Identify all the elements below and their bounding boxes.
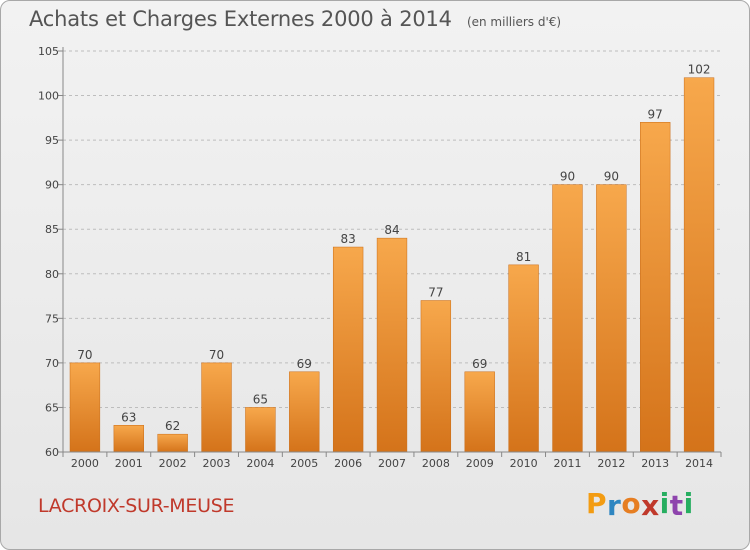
chart-title: Achats et Charges Externes 2000 à 2014 <box>29 7 452 31</box>
data-label: 102 <box>688 63 711 77</box>
bar-2003 <box>201 362 232 453</box>
y-tick-label: 80 <box>45 268 59 281</box>
bar-2006 <box>332 246 364 453</box>
data-label: 90 <box>604 170 619 184</box>
proxiti-logo: Proxiti <box>586 487 694 522</box>
x-tick-label: 2013 <box>641 457 669 470</box>
data-label: 63 <box>121 410 136 424</box>
x-tick-label: 2009 <box>466 457 494 470</box>
x-tick-label: 2014 <box>685 457 713 470</box>
bar-2005 <box>289 371 320 453</box>
x-tick-label: 2005 <box>290 457 318 470</box>
x-tick-label: 2004 <box>246 457 274 470</box>
x-tick-label: 2006 <box>334 457 362 470</box>
x-tick-label: 2012 <box>597 457 625 470</box>
bar-2007 <box>376 237 408 453</box>
y-tick-label: 95 <box>45 134 59 147</box>
bars <box>69 77 715 453</box>
commune-name: LACROIX-SUR-MEUSE <box>38 495 235 517</box>
data-label: 77 <box>428 286 443 300</box>
data-label: 90 <box>560 170 575 184</box>
x-tick-label: 2011 <box>553 457 581 470</box>
logo-letter: o <box>621 487 642 520</box>
bar-2011 <box>552 184 583 453</box>
data-label: 69 <box>472 357 487 371</box>
x-tick-label: 2003 <box>203 457 231 470</box>
data-label: 62 <box>165 419 180 433</box>
data-label: 65 <box>253 392 268 406</box>
logo-letter: i <box>683 487 694 520</box>
logo-letter: i <box>659 487 670 520</box>
bar-2010 <box>508 264 539 453</box>
data-label: 83 <box>340 232 355 246</box>
data-label: 70 <box>209 348 224 362</box>
labels: 60 65 70 75 80 85 90 95 100 105 2000 70 2001 63 2002 62… <box>38 45 713 470</box>
data-label: 84 <box>384 223 399 237</box>
bar-2001 <box>113 425 144 453</box>
bar-2012 <box>596 184 627 453</box>
logo-letter: r <box>607 489 622 522</box>
bar-2000 <box>69 362 101 453</box>
data-label: 69 <box>297 357 312 371</box>
logo-letter: t <box>669 489 684 522</box>
data-label: 97 <box>648 107 663 121</box>
x-tick-label: 2007 <box>378 457 406 470</box>
y-tick-label: 65 <box>45 401 59 414</box>
chart-title-row: Achats et Charges Externes 2000 à 2014 (… <box>29 7 561 31</box>
data-label: 81 <box>516 250 531 264</box>
logo-letter: P <box>586 487 608 520</box>
y-tick-label: 85 <box>45 223 59 236</box>
y-tick-label: 75 <box>45 312 59 325</box>
y-tick-label: 100 <box>38 90 59 103</box>
y-tick-label: 90 <box>45 179 59 192</box>
bar-2014 <box>683 77 715 453</box>
bar-2004 <box>245 407 276 453</box>
chart-unit: (en milliers d'€) <box>466 15 562 29</box>
bar-2008 <box>420 300 452 453</box>
y-tick-label: 70 <box>45 357 59 370</box>
x-tick-label: 2000 <box>71 457 99 470</box>
y-tick-label: 60 <box>45 446 59 459</box>
logo-letter: x <box>641 489 660 522</box>
bar-2002 <box>157 433 188 453</box>
data-label: 70 <box>77 348 92 362</box>
x-tick-label: 2008 <box>422 457 450 470</box>
x-tick-label: 2001 <box>115 457 143 470</box>
x-tick-label: 2010 <box>510 457 538 470</box>
bar-2009 <box>464 371 495 453</box>
axes <box>58 47 722 457</box>
x-tick-label: 2002 <box>159 457 187 470</box>
y-tick-label: 105 <box>38 45 59 58</box>
bar-2013 <box>640 122 671 453</box>
